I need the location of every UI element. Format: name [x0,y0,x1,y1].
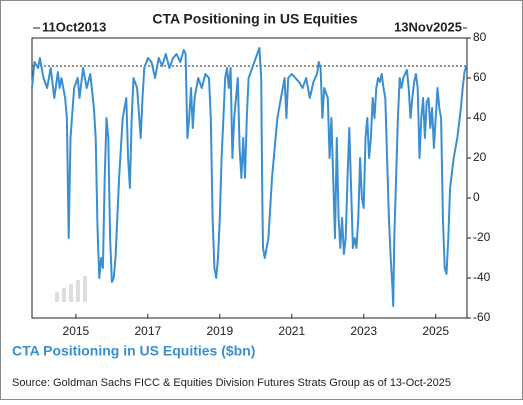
x-tick-label: 2025 [422,324,449,338]
y-tick-label: -20 [473,230,491,244]
plot-frame [31,37,468,319]
y-tick-label: 20 [473,150,487,164]
y-tick-label: -40 [473,270,491,284]
watermark [55,276,87,302]
chart-title: CTA Positioning in US Equities [152,11,358,27]
x-tick-label: 2017 [135,324,162,338]
x-tick-label: 2015 [63,324,90,338]
y-tick-label: 0 [473,190,480,204]
x-tick-label: 2023 [350,324,377,338]
end-label: 13Nov2025 [394,19,462,34]
y-tick-label: 60 [473,70,487,84]
series-line [31,47,468,307]
start-label: 11Oct2013 [42,19,106,34]
y-tick-label: 40 [473,110,487,124]
y-tick-label: -60 [473,310,491,324]
source: Source: Goldman Sachs FICC & Equities Di… [12,377,451,389]
x-tick-label: 2019 [206,324,233,338]
y-tick-label: 80 [473,30,487,44]
legend-label: CTA Positioning in US Equities ($bn) [12,343,255,359]
x-tick-label: 2021 [278,324,305,338]
